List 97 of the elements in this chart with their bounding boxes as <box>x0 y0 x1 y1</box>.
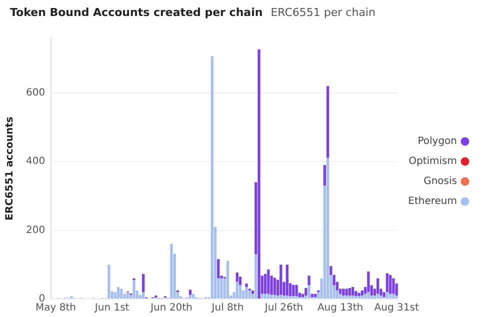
bar <box>308 276 310 286</box>
bar <box>364 294 367 298</box>
bar <box>395 296 398 298</box>
bar <box>108 264 110 298</box>
chart-title: Token Bound Accounts created per chain <box>10 6 263 19</box>
bar <box>389 274 392 294</box>
bar <box>351 296 354 298</box>
bar <box>386 273 389 292</box>
bar <box>386 292 389 298</box>
bar <box>367 292 370 298</box>
legend-label: Ethereum <box>408 196 457 208</box>
bar <box>210 56 214 298</box>
legend-label: Optimism <box>408 156 457 168</box>
x-tick-label: Jul 26th <box>264 302 304 314</box>
x-tick-label: Jul 8th <box>210 302 244 314</box>
bar <box>360 296 364 298</box>
bar <box>236 282 238 298</box>
bar <box>142 292 145 298</box>
bar <box>358 292 360 296</box>
bar <box>323 165 326 186</box>
bar <box>380 296 382 298</box>
bar <box>170 244 173 298</box>
bar <box>245 284 248 287</box>
bar <box>286 296 288 298</box>
bar <box>258 49 260 298</box>
bar <box>376 294 380 298</box>
bar <box>138 294 142 298</box>
bar <box>267 269 270 294</box>
bar <box>260 294 264 298</box>
bar <box>342 296 345 298</box>
bar <box>330 266 332 275</box>
bar <box>270 294 273 298</box>
bar <box>392 294 395 298</box>
bar <box>304 288 308 296</box>
bar <box>295 284 298 296</box>
bar <box>348 296 352 298</box>
bar <box>367 272 370 292</box>
bar <box>188 294 192 298</box>
bar <box>273 278 276 295</box>
bar <box>236 272 238 282</box>
bar <box>292 284 295 296</box>
bar <box>264 274 267 294</box>
bar <box>326 158 330 298</box>
bar <box>280 264 282 295</box>
bar <box>314 294 317 298</box>
bar <box>373 296 376 298</box>
bar <box>370 296 373 298</box>
legend-label: Gnosis <box>424 176 457 188</box>
bar <box>354 291 358 296</box>
x-tick-label: May 8th <box>36 302 76 314</box>
bar <box>226 260 230 298</box>
bar <box>192 294 195 298</box>
x-tick-label: Jun 20th <box>150 302 192 314</box>
bar <box>132 280 136 298</box>
bar <box>120 288 123 298</box>
bar <box>217 259 220 278</box>
bar <box>254 254 258 298</box>
bar <box>348 288 352 296</box>
bar <box>308 285 310 298</box>
x-tick-label: Aug 13th <box>317 302 364 314</box>
bar <box>282 296 286 298</box>
chart-subtitle: ERC6551 per chain <box>270 6 376 19</box>
legend-label: Polygon <box>418 136 457 148</box>
bar <box>351 286 354 296</box>
x-tick-label: Jun 1st <box>94 302 130 314</box>
bar <box>286 264 288 296</box>
bar <box>188 290 192 295</box>
y-tick-label: 600 <box>26 88 46 99</box>
bar <box>345 296 348 298</box>
bar <box>264 294 267 298</box>
bar <box>248 290 251 298</box>
bar <box>360 290 364 296</box>
bar <box>238 276 242 286</box>
bar <box>142 274 145 292</box>
y-tick-label: 200 <box>26 224 46 236</box>
bar <box>251 290 254 294</box>
bar <box>345 288 348 296</box>
bar <box>116 286 120 298</box>
bar <box>376 278 380 294</box>
bar <box>267 294 270 298</box>
bar <box>280 294 282 298</box>
bar <box>338 294 342 298</box>
y-tick-label: 400 <box>26 156 46 168</box>
y-axis-title: ERC6551 accounts <box>4 116 16 220</box>
bar <box>326 86 330 158</box>
bar <box>392 278 395 294</box>
bar <box>273 294 276 298</box>
bar <box>389 294 392 298</box>
bar <box>220 278 223 298</box>
bar <box>342 288 345 296</box>
bar <box>238 285 242 298</box>
bar <box>310 294 314 298</box>
x-tick-label: Aug 31st <box>374 302 419 314</box>
bar <box>126 292 130 298</box>
bar <box>245 286 248 298</box>
bar <box>382 292 386 298</box>
bar <box>276 296 280 298</box>
